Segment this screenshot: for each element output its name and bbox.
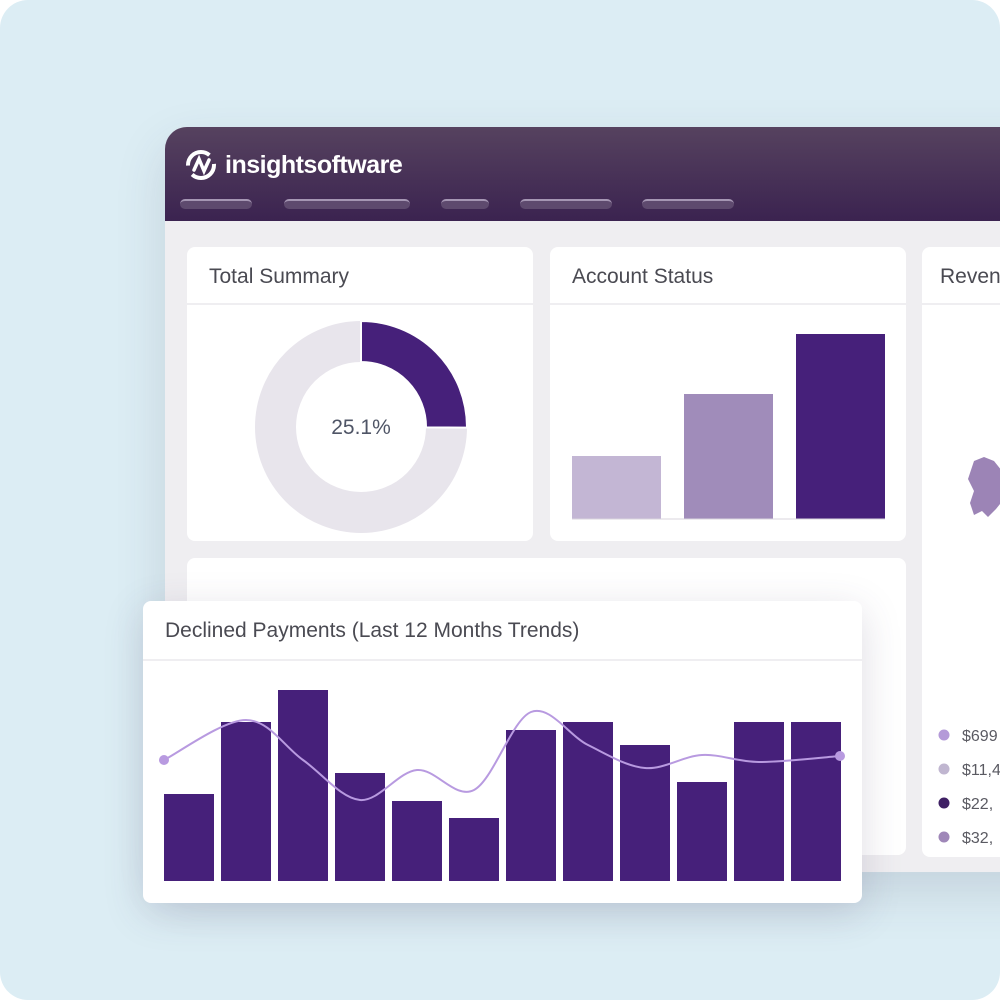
nav-item[interactable] [642,199,734,209]
legend-dot [938,763,950,775]
legend-dot [938,797,950,809]
bar [684,394,773,519]
bar [506,730,556,881]
bar [392,801,442,881]
legend-dot [938,729,950,741]
card-title: Reven [940,265,1000,288]
bar [791,722,841,881]
trend-line [163,709,841,802]
account-status-card: Account Status [550,247,906,541]
card-title: Declined Payments (Last 12 Months Trends… [165,619,580,642]
divider [550,303,906,305]
bar [449,818,499,881]
bar [734,722,784,881]
declined-payments-card: Declined Payments (Last 12 Months Trends… [143,601,862,903]
logo-icon [186,150,216,180]
trend-end-dot [835,751,845,761]
bar-line-chart [159,690,845,881]
bar [796,334,885,519]
brand: insightsoftware [225,151,403,179]
header: insightsoftware [165,127,1000,221]
legend-label: $22, [962,796,993,813]
donut-label: 25.1% [331,416,391,439]
bar [572,456,661,519]
bar [335,773,385,881]
divider [922,303,1000,305]
revenue-map: $699 $11,4 $22, $32, [938,457,1000,847]
bar [563,722,613,881]
legend-label: $11,4 [962,762,1000,779]
divider [143,659,862,661]
revenue-card: Reven $699 $11,4 $22, $32, [922,247,1000,857]
bar [221,722,271,881]
bar [164,794,214,881]
legend-label: $699 [962,728,998,745]
donut-chart: 25.1% [255,319,468,533]
card-title: Total Summary [209,265,350,288]
nav-item[interactable] [520,199,612,209]
nav-item[interactable] [441,199,489,209]
map-region [968,457,1000,517]
total-summary-card: Total Summary 25.1% [187,247,533,541]
nav-item[interactable] [180,199,252,209]
divider [187,303,533,305]
card-title: Account Status [572,265,714,288]
donut-segment [360,319,468,429]
bar-chart [572,334,885,520]
nav-item[interactable] [284,199,410,209]
bar [278,690,328,881]
legend-dot [938,831,950,843]
trend-end-dot [159,755,169,765]
bar [677,782,727,881]
legend-label: $32, [962,830,993,847]
